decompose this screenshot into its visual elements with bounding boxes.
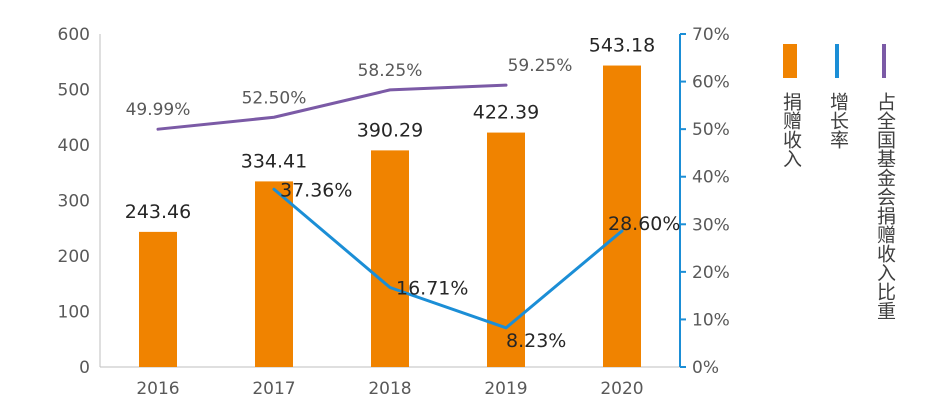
- share-value-label: 52.50%: [242, 88, 307, 108]
- bar: [371, 150, 409, 367]
- y-left-tick-label: 200: [58, 247, 90, 267]
- legend-swatch: [882, 44, 886, 78]
- y-left-tick-label: 600: [58, 25, 90, 45]
- growth-value-label: 8.23%: [506, 330, 566, 352]
- legend-label: 增长率: [827, 92, 849, 149]
- bar: [603, 65, 641, 368]
- legend-swatch: [783, 44, 797, 78]
- x-tick-label: 2020: [600, 379, 643, 399]
- y-right-tick-label: 70%: [692, 25, 730, 45]
- legend-label: 捐赠收入: [780, 92, 802, 168]
- x-tick-label: 2016: [136, 379, 179, 399]
- growth-value-label: 37.36%: [280, 179, 352, 201]
- growth-value-label: 16.71%: [396, 278, 468, 300]
- y-right-tick-label: 20%: [692, 263, 730, 283]
- bar: [139, 231, 177, 367]
- bar: [255, 181, 293, 367]
- growth-rate-line: [272, 187, 624, 330]
- data-labels: 243.46 334.41 390.29 422.39 543.18 37.36% 16.7…: [125, 35, 681, 352]
- y-left-tick-label: 300: [58, 192, 90, 212]
- y-right-tick-label: 0%: [692, 358, 719, 378]
- y-right-tick-label: 30%: [692, 215, 730, 235]
- x-tick-label: 2017: [252, 379, 295, 399]
- bar-value-label: 543.18: [589, 35, 655, 57]
- line-series: [156, 83, 624, 330]
- bar-value-label: 243.46: [125, 201, 191, 223]
- y-right-tick-label: 60%: [692, 73, 730, 93]
- share-value-label: 59.25%: [508, 56, 573, 76]
- y-right-tick-label: 40%: [692, 168, 730, 188]
- y-left-tick-label: 100: [58, 303, 90, 323]
- share-line: [156, 83, 508, 131]
- y-left-tick-label: 400: [58, 136, 90, 156]
- bar-value-label: 422.39: [473, 102, 539, 124]
- bar-value-label: 390.29: [357, 119, 423, 141]
- share-value-label: 58.25%: [358, 61, 423, 81]
- x-tick-label: 2018: [368, 379, 411, 399]
- bar-value-label: 334.41: [241, 150, 307, 172]
- growth-value-label: 28.60%: [608, 213, 680, 235]
- right-axis: 0% 10% 20% 30% 40% 50% 60% 70%: [679, 25, 730, 378]
- legend-label: 占全国基金会捐赠收入比重: [874, 92, 896, 320]
- bar-series: [139, 65, 641, 368]
- legend-swatch: [835, 44, 839, 78]
- left-axis: 0 100 200 300 400 500 600 2016 2017 2018 2019 2020: [58, 25, 680, 399]
- x-tick-label: 2019: [484, 379, 527, 399]
- y-left-tick-label: 500: [58, 81, 90, 101]
- y-left-tick-label: 0: [79, 358, 90, 378]
- y-right-tick-label: 10%: [692, 310, 730, 330]
- share-value-label: 49.99%: [126, 100, 191, 120]
- y-right-tick-label: 50%: [692, 120, 730, 140]
